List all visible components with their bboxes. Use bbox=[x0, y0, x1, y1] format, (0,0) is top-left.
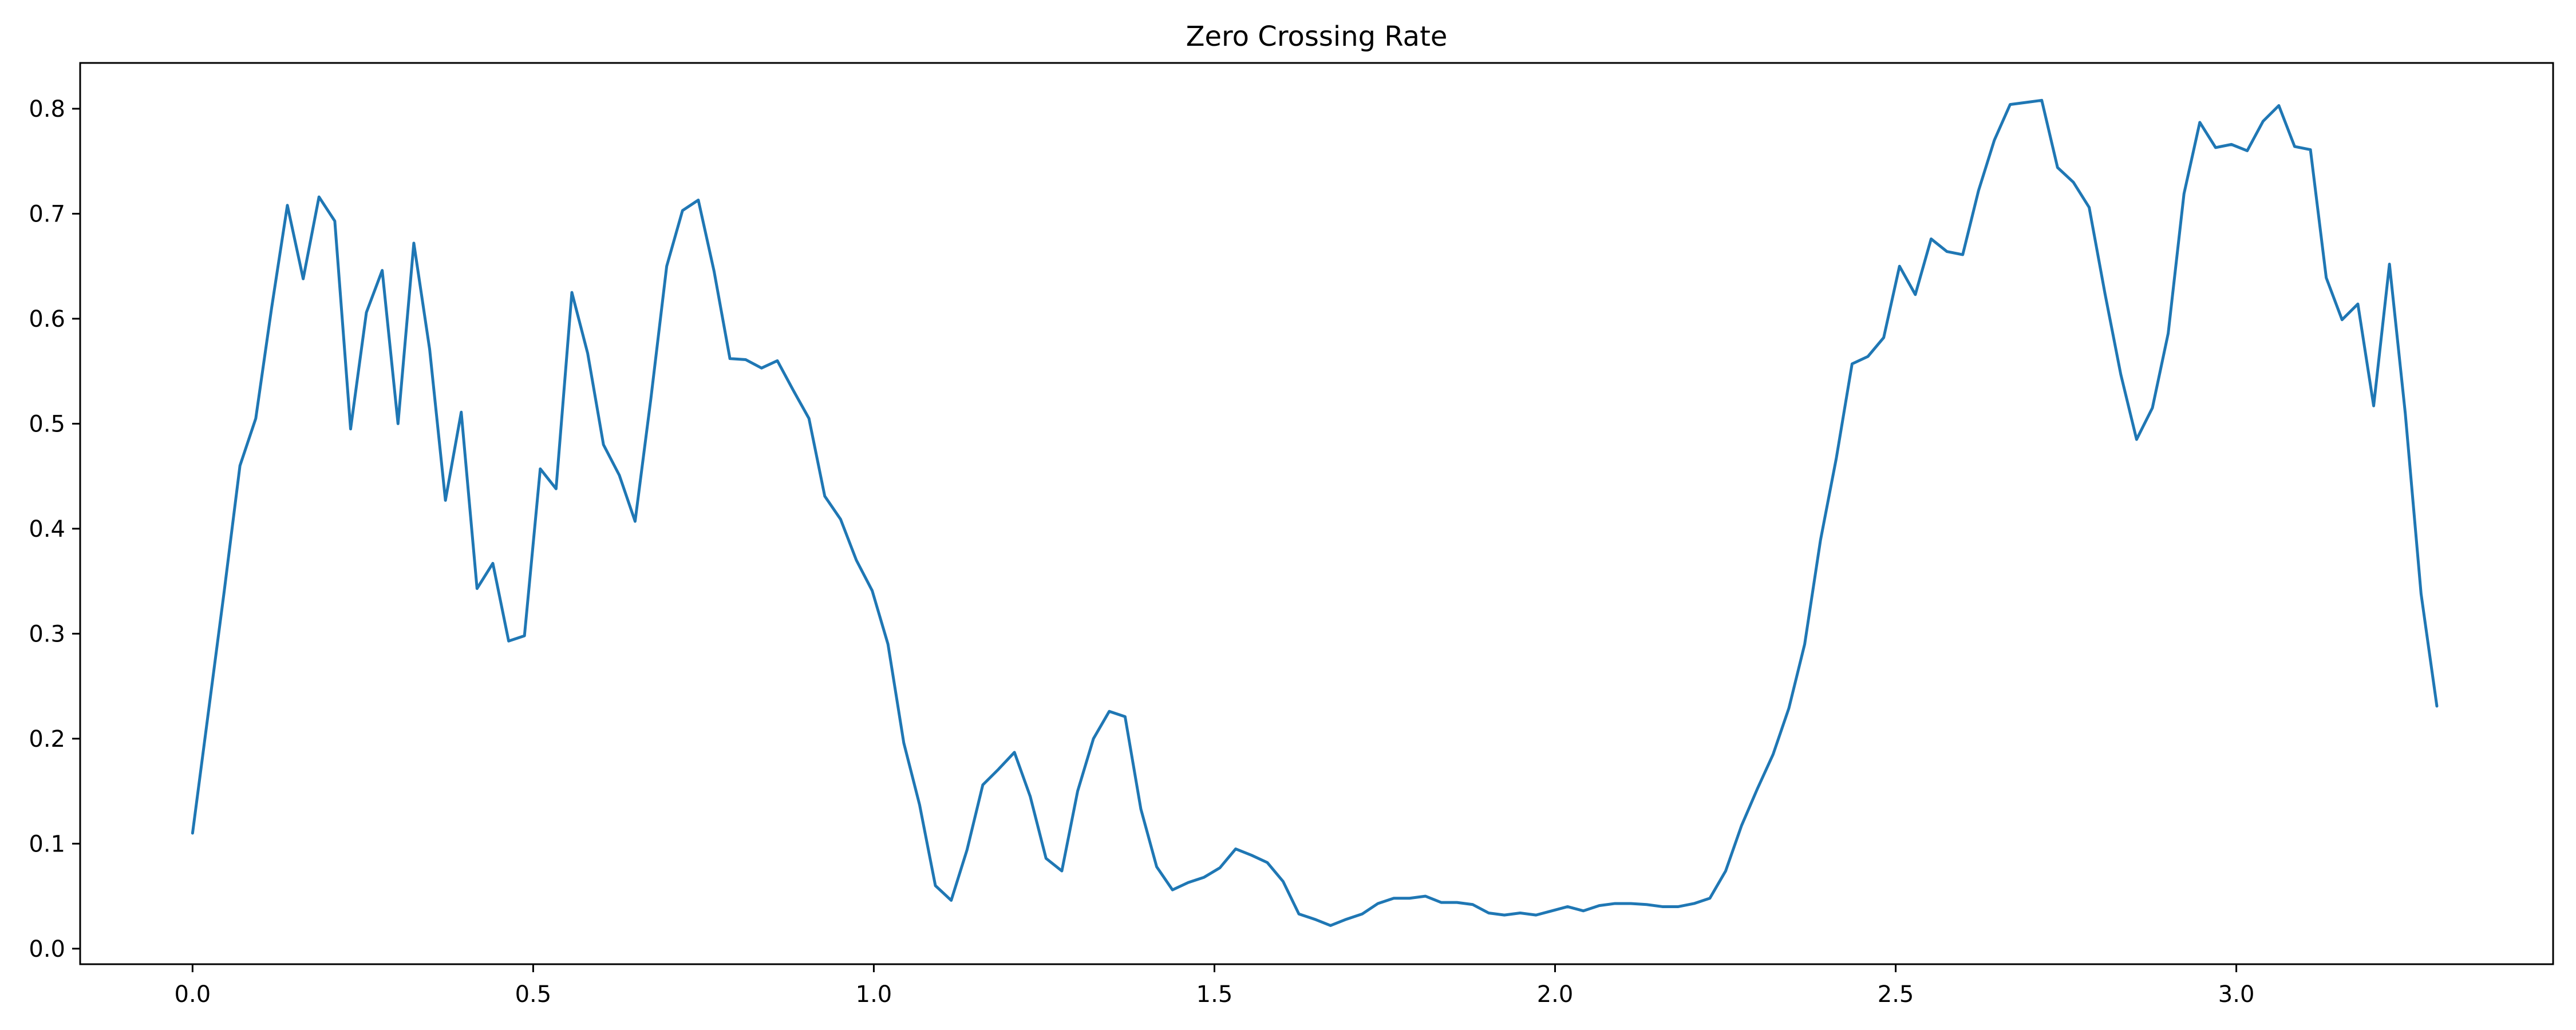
y-tick-label: 0.5 bbox=[29, 411, 65, 437]
chart-title: Zero Crossing Rate bbox=[1186, 21, 1448, 53]
series-line-0 bbox=[191, 98, 2439, 927]
x-tick-label: 1.0 bbox=[856, 981, 892, 1008]
x-tick-label: 1.5 bbox=[1196, 981, 1233, 1008]
axes-frame bbox=[79, 62, 2554, 965]
y-tick-label: 0.0 bbox=[29, 936, 65, 962]
y-tick-label: 0.3 bbox=[29, 621, 65, 647]
x-axis: 0.0 0.5 1.0 1.5 2.0 2.5 3.0 bbox=[175, 964, 2255, 1008]
series-layer bbox=[191, 98, 2439, 927]
x-tick-label: 0.5 bbox=[515, 981, 552, 1008]
x-tick-label: 0.0 bbox=[175, 981, 211, 1008]
y-tick-label: 0.4 bbox=[29, 516, 65, 542]
x-tick-label: 2.5 bbox=[1878, 981, 1914, 1008]
y-tick-label: 0.7 bbox=[29, 201, 65, 227]
y-axis: 0.0 0.1 0.2 0.3 0.4 0.5 0.6 0.7 0.8 bbox=[29, 96, 80, 962]
y-tick-label: 0.8 bbox=[29, 96, 65, 122]
y-tick-label: 0.2 bbox=[29, 726, 65, 752]
y-tick-label: 0.1 bbox=[29, 831, 65, 857]
x-tick-label: 2.0 bbox=[1537, 981, 1574, 1008]
x-tick-label: 3.0 bbox=[2218, 981, 2255, 1008]
plot-area: 0.0 0.5 1.0 1.5 2.0 2.5 3.0 0.0 0.1 0.2 0.3 0.4 0.5… bbox=[29, 62, 2554, 1008]
y-tick-label: 0.6 bbox=[29, 306, 65, 332]
